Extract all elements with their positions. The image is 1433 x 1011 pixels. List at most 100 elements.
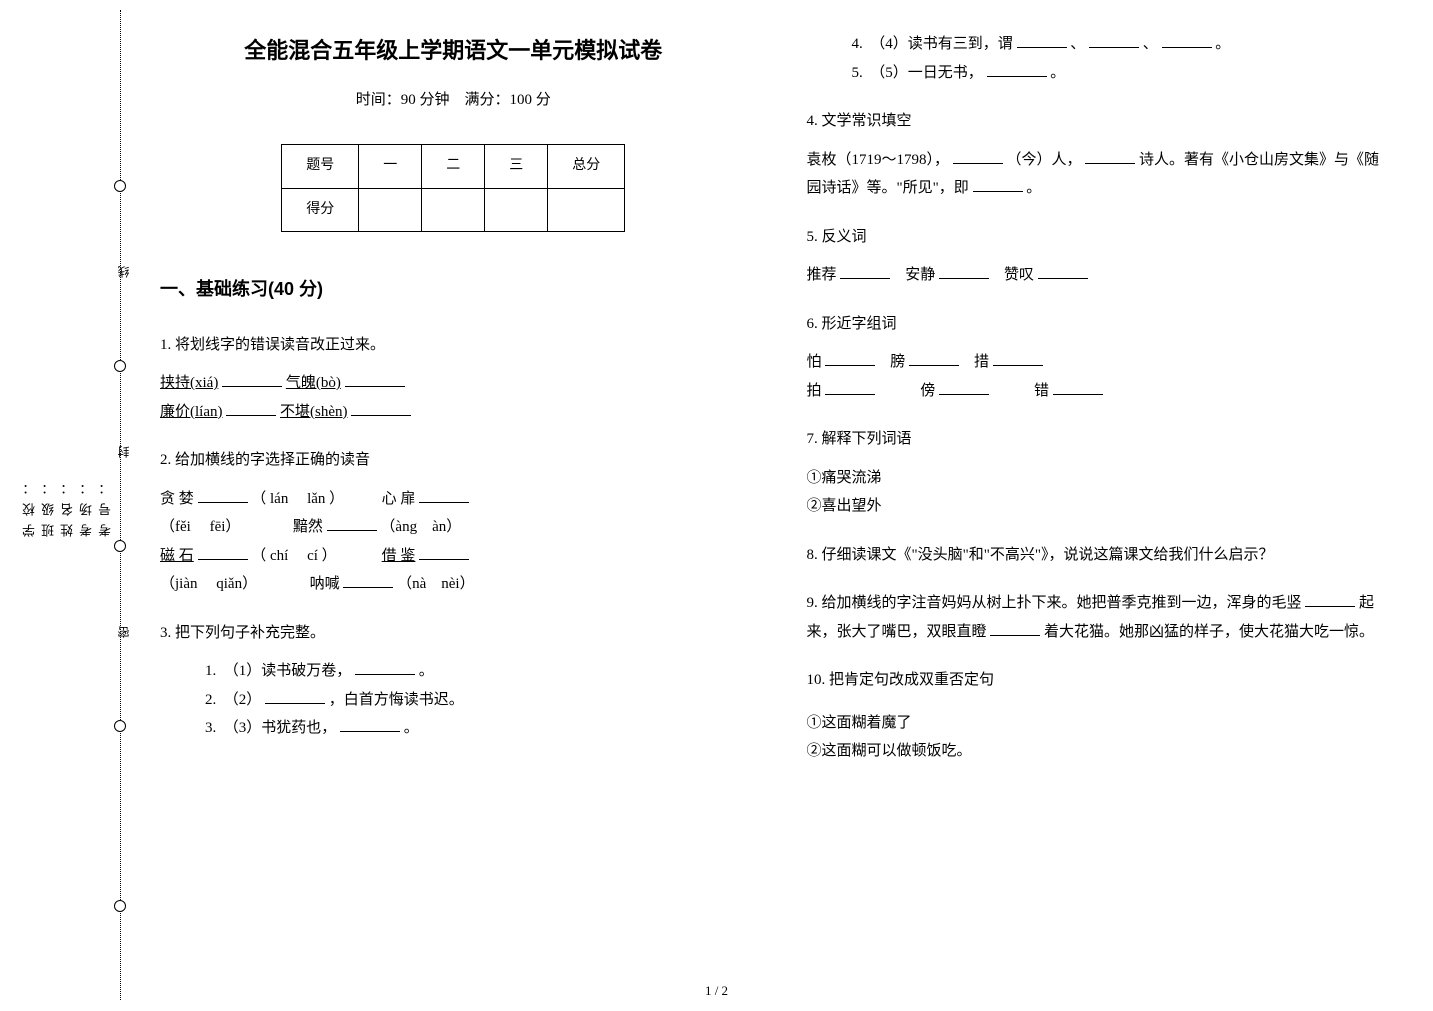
exam-subtitle: 时间：90 分钟 满分：100 分 bbox=[160, 86, 747, 115]
q2-word: 磁 石 bbox=[160, 548, 194, 564]
seal-circle bbox=[114, 360, 126, 372]
answer-blank bbox=[973, 177, 1023, 192]
answer-blank bbox=[953, 149, 1003, 164]
q3-sub: 4. （4）读书有三到，谓 bbox=[852, 36, 1013, 52]
right-column: 4. （4）读书有三到，谓 、 、 。 5. （5）一日无书， 。 4. 文学常… bbox=[807, 30, 1394, 981]
binding-label-name: 姓名： bbox=[58, 474, 77, 537]
q9-text: 着大花猫。她那凶猛的样子，使大花猫大吃一惊。 bbox=[1044, 624, 1374, 640]
question-6: 6. 形近字组词 怕 膀 措 拍 傍 错 bbox=[807, 310, 1394, 406]
q2-py: àn） bbox=[432, 519, 461, 535]
answer-blank bbox=[939, 264, 989, 279]
q3-sub-tail: 。 bbox=[419, 663, 434, 679]
question-9: 9. 给加横线的字注音妈妈从树上扑下来。她把普季克推到一边，浑身的毛竖 起来，张… bbox=[807, 589, 1394, 646]
q2-py: （jiàn bbox=[160, 576, 198, 592]
answer-blank bbox=[1089, 33, 1139, 48]
table-row: 题号 一 二 三 总分 bbox=[282, 145, 625, 189]
seal-label-line: 线 bbox=[115, 260, 132, 278]
q7-item: ②喜出望外 bbox=[807, 492, 1394, 521]
answer-blank bbox=[909, 351, 959, 366]
seal-circle bbox=[114, 720, 126, 732]
seal-dotted-line bbox=[120, 10, 121, 1000]
q4-text: 。 bbox=[1026, 180, 1041, 196]
question-stem: 1. 将划线字的错误读音改正过来。 bbox=[160, 331, 747, 360]
page-content: 全能混合五年级上学期语文一单元模拟试卷 时间：90 分钟 满分：100 分 题号… bbox=[160, 30, 1393, 981]
answer-blank bbox=[340, 717, 400, 732]
q2-py: cí ） bbox=[307, 548, 337, 564]
q10-item: ②这面糊可以做顿饭吃。 bbox=[807, 737, 1394, 766]
q1-item: 不堪(shèn) bbox=[280, 404, 348, 420]
score-header-cell: 一 bbox=[359, 145, 422, 189]
q2-word: 呐喊 bbox=[310, 576, 340, 592]
question-8: 8. 仔细读课文《"没头脑"和"不高兴"》，说说这篇课文给我们什么启示？ bbox=[807, 541, 1394, 570]
q2-word: 借 鉴 bbox=[382, 548, 416, 564]
question-2: 2. 给加横线的字选择正确的读音 贪 婪 （ lán lǎn ） 心 扉 （fě… bbox=[160, 446, 747, 599]
score-table: 题号 一 二 三 总分 得分 bbox=[281, 144, 625, 232]
seal-circle bbox=[114, 900, 126, 912]
left-column: 全能混合五年级上学期语文一单元模拟试卷 时间：90 分钟 满分：100 分 题号… bbox=[160, 30, 747, 981]
q2-py: nèi） bbox=[441, 576, 474, 592]
answer-blank bbox=[327, 516, 377, 531]
q2-py: （ chí bbox=[251, 548, 288, 564]
exam-title: 全能混合五年级上学期语文一单元模拟试卷 bbox=[160, 30, 747, 72]
q3-sub-tail: 。 bbox=[404, 720, 419, 736]
binding-strip: 考号： 考场： 姓名： 班级： 学校： bbox=[55, 10, 115, 1000]
q6-char: 膀 bbox=[890, 354, 905, 370]
binding-label-school: 学校： bbox=[20, 474, 39, 537]
question-7: 7. 解释下列词语 ①痛哭流涕 ②喜出望外 bbox=[807, 425, 1394, 521]
q6-char: 拍 bbox=[807, 383, 822, 399]
question-stem: 10. 把肯定句改成双重否定句 bbox=[807, 666, 1394, 695]
answer-blank bbox=[198, 488, 248, 503]
answer-blank bbox=[987, 62, 1047, 77]
q7-item: ①痛哭流涕 bbox=[807, 464, 1394, 493]
answer-blank bbox=[419, 545, 469, 560]
seal-circle bbox=[114, 540, 126, 552]
answer-blank bbox=[1305, 592, 1355, 607]
question-3: 3. 把下列句子补充完整。 1. （1）读书破万卷， 。 2. （2） ，白首方… bbox=[160, 619, 747, 743]
q2-py: （fěi bbox=[160, 519, 191, 535]
question-10: 10. 把肯定句改成双重否定句 ①这面糊着魔了 ②这面糊可以做顿饭吃。 bbox=[807, 666, 1394, 766]
q2-py: （nà bbox=[397, 576, 426, 592]
question-5: 5. 反义词 推荐 安静 赞叹 bbox=[807, 223, 1394, 290]
q3-sep: 、 bbox=[1143, 36, 1158, 52]
answer-blank bbox=[825, 351, 875, 366]
answer-blank bbox=[1085, 149, 1135, 164]
answer-blank bbox=[419, 488, 469, 503]
score-cell: 得分 bbox=[282, 188, 359, 232]
answer-blank bbox=[1053, 380, 1103, 395]
q10-item: ①这面糊着魔了 bbox=[807, 709, 1394, 738]
q9-text: 9. 给加横线的字注音妈妈从树上扑下来。她把普季克推到一边，浑身的毛竖 bbox=[807, 595, 1302, 611]
q6-char: 措 bbox=[974, 354, 989, 370]
seal-circle bbox=[114, 180, 126, 192]
q1-item: 气魄(bò) bbox=[286, 375, 341, 391]
answer-blank bbox=[222, 372, 282, 387]
question-3-continued: 4. （4）读书有三到，谓 、 、 。 5. （5）一日无书， 。 bbox=[807, 30, 1394, 87]
answer-blank bbox=[840, 264, 890, 279]
section-heading-1: 一、基础练习(40 分) bbox=[160, 272, 747, 306]
answer-blank bbox=[351, 401, 411, 416]
answer-blank bbox=[1162, 33, 1212, 48]
answer-blank bbox=[1017, 33, 1067, 48]
question-stem: 8. 仔细读课文《"没头脑"和"不高兴"》，说说这篇课文给我们什么启示？ bbox=[807, 541, 1394, 570]
q5-word: 安静 bbox=[905, 267, 935, 283]
question-stem: 3. 把下列句子补充完整。 bbox=[160, 619, 747, 648]
q5-word: 赞叹 bbox=[1004, 267, 1034, 283]
answer-blank bbox=[990, 621, 1040, 636]
q2-py: （àng bbox=[380, 519, 417, 535]
binding-label-class: 班级： bbox=[39, 474, 58, 537]
seal-label-feng: 封 bbox=[115, 440, 132, 458]
answer-blank bbox=[939, 380, 989, 395]
table-row: 得分 bbox=[282, 188, 625, 232]
answer-blank bbox=[198, 545, 248, 560]
page-number: 1 / 2 bbox=[705, 983, 728, 999]
question-stem: 7. 解释下列词语 bbox=[807, 425, 1394, 454]
answer-blank bbox=[345, 372, 405, 387]
q3-sub-tail: ，白首方悔读书迟。 bbox=[329, 692, 464, 708]
score-header-cell: 二 bbox=[422, 145, 485, 189]
question-stem: 6. 形近字组词 bbox=[807, 310, 1394, 339]
score-header-cell: 总分 bbox=[548, 145, 625, 189]
score-header-cell: 三 bbox=[485, 145, 548, 189]
q2-py: lǎn ） bbox=[307, 491, 344, 507]
q3-sub-tail: 。 bbox=[1050, 65, 1065, 81]
q3-sub: 3. （3）书犹药也， bbox=[205, 720, 336, 736]
q3-sep: 、 bbox=[1070, 36, 1085, 52]
